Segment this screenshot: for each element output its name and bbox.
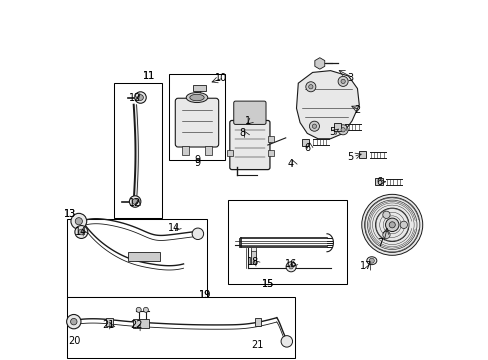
Circle shape	[368, 258, 373, 263]
Circle shape	[132, 199, 138, 204]
Circle shape	[143, 307, 148, 312]
Bar	[193, 85, 206, 91]
Circle shape	[308, 85, 312, 89]
Ellipse shape	[366, 257, 376, 265]
Circle shape	[312, 124, 316, 129]
Bar	[67, 220, 206, 297]
Bar	[359, 151, 366, 158]
Text: 17: 17	[360, 261, 372, 271]
Bar	[255, 318, 261, 326]
Circle shape	[281, 336, 292, 347]
Bar	[250, 250, 255, 264]
Circle shape	[388, 222, 394, 228]
Ellipse shape	[186, 93, 207, 103]
Text: 14: 14	[168, 224, 181, 233]
Text: 12: 12	[129, 198, 141, 208]
Bar	[228, 200, 346, 284]
Circle shape	[340, 79, 345, 84]
Bar	[169, 74, 224, 160]
Circle shape	[305, 82, 315, 92]
FancyBboxPatch shape	[229, 121, 269, 170]
Bar	[204, 146, 212, 155]
Circle shape	[382, 231, 389, 239]
Text: 5: 5	[346, 152, 353, 162]
Text: 1: 1	[244, 116, 251, 126]
Text: 10: 10	[215, 73, 227, 83]
Text: 15: 15	[261, 279, 273, 289]
Circle shape	[75, 226, 88, 238]
Ellipse shape	[189, 94, 203, 101]
Circle shape	[337, 76, 347, 86]
Circle shape	[285, 262, 296, 272]
Circle shape	[70, 319, 77, 325]
Circle shape	[135, 92, 146, 103]
Bar	[182, 146, 188, 155]
Text: 15: 15	[261, 279, 273, 289]
Bar	[267, 150, 274, 156]
Circle shape	[288, 265, 293, 269]
Circle shape	[78, 229, 84, 235]
Circle shape	[361, 194, 422, 255]
Text: 3: 3	[346, 73, 353, 83]
Text: 19: 19	[199, 290, 211, 300]
Circle shape	[137, 95, 143, 100]
Text: 18: 18	[247, 257, 259, 267]
Text: 13: 13	[64, 209, 77, 219]
Bar	[375, 178, 382, 185]
Circle shape	[129, 196, 141, 207]
Text: 8: 8	[239, 129, 245, 138]
Text: 21: 21	[102, 320, 114, 330]
Text: 4: 4	[287, 159, 294, 169]
Text: 11: 11	[143, 71, 155, 81]
Circle shape	[375, 208, 408, 242]
FancyBboxPatch shape	[233, 101, 265, 125]
Text: 22: 22	[130, 320, 143, 330]
Circle shape	[382, 211, 389, 219]
Bar	[113, 83, 162, 218]
Text: 6: 6	[375, 177, 381, 187]
Bar	[250, 247, 255, 251]
Bar	[267, 136, 274, 141]
Bar	[133, 319, 149, 328]
Text: 13: 13	[64, 209, 77, 219]
Bar	[333, 123, 341, 131]
Polygon shape	[296, 71, 359, 139]
Circle shape	[75, 218, 82, 225]
Bar	[106, 318, 113, 326]
Circle shape	[136, 307, 141, 312]
Text: 7: 7	[377, 238, 383, 248]
Text: 16: 16	[285, 259, 297, 269]
Circle shape	[192, 228, 203, 239]
Circle shape	[385, 218, 398, 231]
Text: 2: 2	[354, 105, 360, 115]
Circle shape	[399, 221, 407, 229]
Circle shape	[337, 125, 347, 135]
Ellipse shape	[194, 96, 205, 101]
Bar	[67, 297, 294, 357]
Bar	[301, 139, 308, 146]
Text: 9: 9	[194, 158, 201, 168]
Text: 21: 21	[250, 340, 263, 350]
Bar	[226, 150, 233, 156]
Text: 9: 9	[194, 155, 201, 165]
Circle shape	[309, 121, 319, 131]
Circle shape	[66, 315, 81, 329]
Text: 11: 11	[143, 71, 155, 81]
Circle shape	[340, 128, 345, 132]
Circle shape	[71, 213, 86, 229]
Text: 6: 6	[304, 143, 310, 153]
Text: 19: 19	[199, 290, 211, 300]
Bar	[128, 252, 160, 261]
Polygon shape	[314, 58, 324, 69]
Text: 20: 20	[68, 336, 80, 346]
Text: 12: 12	[129, 93, 141, 103]
Text: 14: 14	[75, 227, 87, 237]
Text: 5: 5	[328, 127, 335, 136]
FancyBboxPatch shape	[175, 98, 218, 147]
